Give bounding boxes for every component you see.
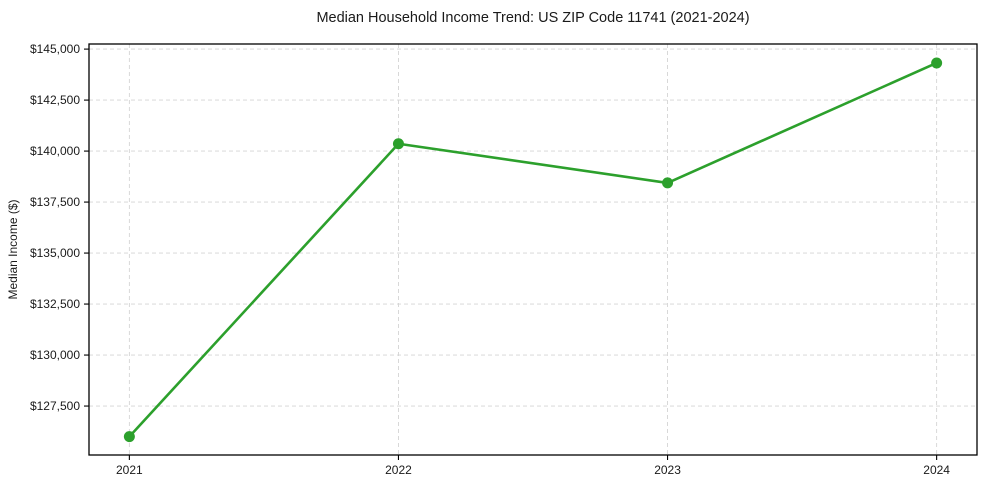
data-point — [931, 57, 943, 69]
y-tick-label: $132,500 — [30, 297, 80, 311]
x-tick-label: 2021 — [116, 463, 143, 477]
trend-line — [128, 61, 938, 438]
data-point — [123, 431, 135, 443]
chart-title: Median Household Income Trend: US ZIP Co… — [316, 10, 749, 26]
grid-layer — [89, 44, 977, 455]
data-series-layer — [123, 57, 943, 443]
y-axis-label: Median Income ($) — [6, 199, 20, 299]
x-tick-label: 2024 — [923, 463, 950, 477]
y-tick-label: $135,000 — [30, 246, 80, 260]
x-tick-label: 2023 — [654, 463, 681, 477]
data-point — [662, 177, 674, 189]
axis-layer: $127,500 $130,000 $132,500 $135,000 $137,500… — [30, 42, 978, 477]
plot-frame — [88, 43, 978, 456]
y-tick-label: $127,500 — [30, 399, 80, 413]
y-tick-label: $137,500 — [30, 195, 80, 209]
data-point — [392, 138, 404, 150]
y-tick-label: $140,000 — [30, 144, 80, 158]
y-tick-label: $145,000 — [30, 42, 80, 56]
x-tick-label: 2022 — [385, 463, 412, 477]
y-tick-label: $130,000 — [30, 348, 80, 362]
y-tick-label: $142,500 — [30, 93, 80, 107]
